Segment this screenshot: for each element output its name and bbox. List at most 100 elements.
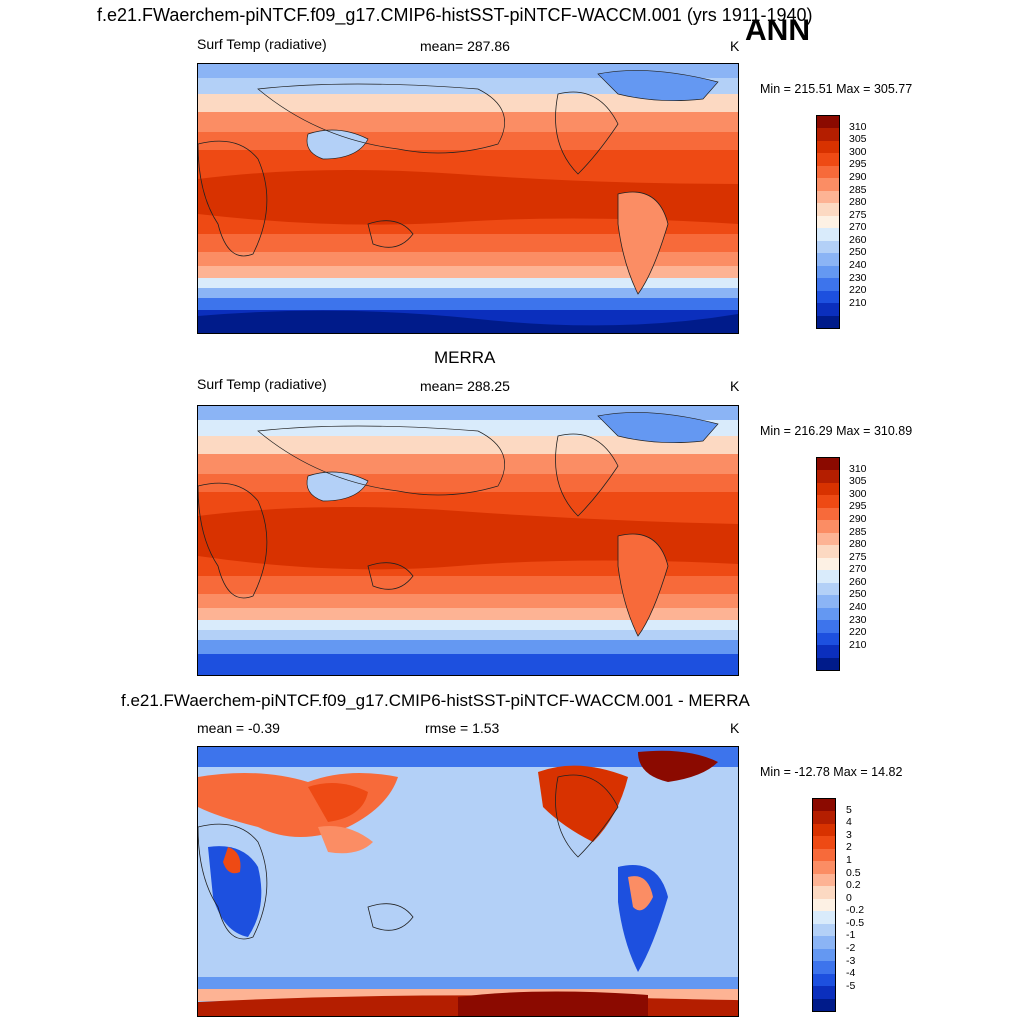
colorbar-segment: [817, 532, 839, 546]
colorbar-tick-label: -1: [846, 929, 856, 942]
colorbar-segment: [817, 570, 839, 583]
colorbar-segment: [813, 836, 835, 849]
colorbar-segment: [817, 657, 839, 670]
panel1-colorbar: [816, 115, 840, 329]
colorbar-segment: [817, 470, 839, 483]
colorbar-tick-label: 275: [849, 550, 867, 563]
panel2-units-label: K: [730, 378, 740, 394]
colorbar-tick-label: 305: [849, 475, 867, 488]
colorbar-segment: [813, 811, 835, 824]
colorbar-tick-label: 220: [849, 284, 867, 297]
colorbar-segment: [817, 253, 839, 266]
colorbar-segment: [817, 140, 839, 154]
colorbar-tick-label: 295: [849, 500, 867, 513]
colorbar-segment: [813, 986, 835, 999]
colorbar-segment: [817, 557, 839, 571]
colorbar-tick-label: 305: [849, 133, 867, 146]
colorbar-tick-label: 300: [849, 145, 867, 158]
colorbar-segment: [813, 799, 835, 812]
colorbar-tick-label: 310: [849, 462, 867, 475]
colorbar-segment: [817, 620, 839, 633]
colorbar-segment: [817, 240, 839, 254]
colorbar-segment: [817, 116, 839, 129]
colorbar-tick-label: 290: [849, 170, 867, 183]
colorbar-tick-label: -0.2: [846, 904, 865, 917]
colorbar-tick-label: 270: [849, 221, 867, 234]
colorbar-tick-label: 310: [849, 120, 867, 133]
panel3-title: f.e21.FWaerchem-piNTCF.f09_g17.CMIP6-his…: [121, 691, 750, 710]
colorbar-segment: [813, 873, 835, 887]
colorbar-tick-label: 240: [849, 601, 867, 614]
colorbar-segment: [817, 507, 839, 521]
colorbar-segment: [817, 458, 839, 471]
colorbar-segment: [813, 861, 835, 874]
colorbar-tick-label: 250: [849, 246, 867, 259]
colorbar-tick-label: 210: [849, 638, 867, 651]
colorbar-tick-label: 230: [849, 271, 867, 284]
colorbar-tick-label: 250: [849, 588, 867, 601]
colorbar-segment: [813, 898, 835, 912]
panel1-mean-label: mean= 287.86: [420, 38, 510, 54]
colorbar-segment: [817, 203, 839, 216]
panel2-title: MERRA: [434, 348, 496, 367]
panel3-units-label: K: [730, 720, 740, 736]
colorbar-segment: [817, 228, 839, 241]
colorbar-segment: [813, 961, 835, 974]
colorbar-segment: [817, 215, 839, 229]
colorbar-segment: [817, 607, 839, 621]
colorbar-segment: [813, 998, 835, 1011]
colorbar-tick-label: 0: [846, 891, 852, 904]
colorbar-tick-label: 295: [849, 158, 867, 171]
panel2-variable-label: Surf Temp (radiative): [197, 376, 327, 392]
colorbar-segment: [817, 153, 839, 166]
colorbar-tick-label: 300: [849, 487, 867, 500]
colorbar-segment: [817, 632, 839, 646]
panel3-map: [197, 746, 739, 1017]
colorbar-segment: [817, 495, 839, 508]
colorbar-tick-label: 220: [849, 626, 867, 639]
panel2-colorbar: [816, 457, 840, 671]
colorbar-tick-label: -3: [846, 954, 856, 967]
panel3-rmse-label: rmse = 1.53: [425, 720, 500, 736]
colorbar-segment: [817, 303, 839, 316]
colorbar-segment: [813, 886, 835, 899]
panel3-mean-label: mean = -0.39: [197, 720, 280, 736]
colorbar-segment: [817, 582, 839, 596]
colorbar-tick-label: -5: [846, 979, 856, 992]
colorbar-segment: [817, 265, 839, 279]
colorbar-tick-label: 270: [849, 563, 867, 576]
colorbar-segment: [817, 165, 839, 179]
panel3-colorbar: [812, 798, 836, 1012]
colorbar-tick-label: 230: [849, 613, 867, 626]
colorbar-tick-label: -2: [846, 942, 856, 955]
colorbar-tick-label: 260: [849, 575, 867, 588]
colorbar-tick-label: 1: [846, 853, 852, 866]
figure-title: f.e21.FWaerchem-piNTCF.f09_g17.CMIP6-his…: [97, 5, 813, 25]
colorbar-segment: [817, 595, 839, 608]
colorbar-segment: [817, 178, 839, 191]
colorbar-segment: [813, 936, 835, 949]
colorbar-segment: [813, 848, 835, 862]
colorbar-tick-label: 5: [846, 803, 852, 816]
colorbar-segment: [817, 290, 839, 304]
colorbar-tick-label: 0.5: [846, 866, 861, 879]
colorbar-tick-label: 280: [849, 196, 867, 209]
season-label: ANN: [745, 14, 810, 47]
colorbar-segment: [813, 973, 835, 987]
colorbar-segment: [817, 128, 839, 141]
colorbar-tick-label: 210: [849, 296, 867, 309]
colorbar-segment: [813, 923, 835, 937]
colorbar-tick-label: 3: [846, 828, 852, 841]
colorbar-tick-label: 285: [849, 183, 867, 196]
colorbar-tick-label: 4: [846, 816, 852, 829]
colorbar-tick-label: 280: [849, 538, 867, 551]
panel2-mean-label: mean= 288.25: [420, 378, 510, 394]
panel2-map: [197, 405, 739, 676]
panel3-minmax: Min = -12.78 Max = 14.82: [760, 765, 903, 779]
colorbar-segment: [813, 948, 835, 962]
colorbar-tick-label: 240: [849, 259, 867, 272]
colorbar-segment: [817, 520, 839, 533]
panel1-units-label: K: [730, 38, 740, 54]
colorbar-tick-label: 285: [849, 525, 867, 538]
colorbar-segment: [817, 315, 839, 328]
